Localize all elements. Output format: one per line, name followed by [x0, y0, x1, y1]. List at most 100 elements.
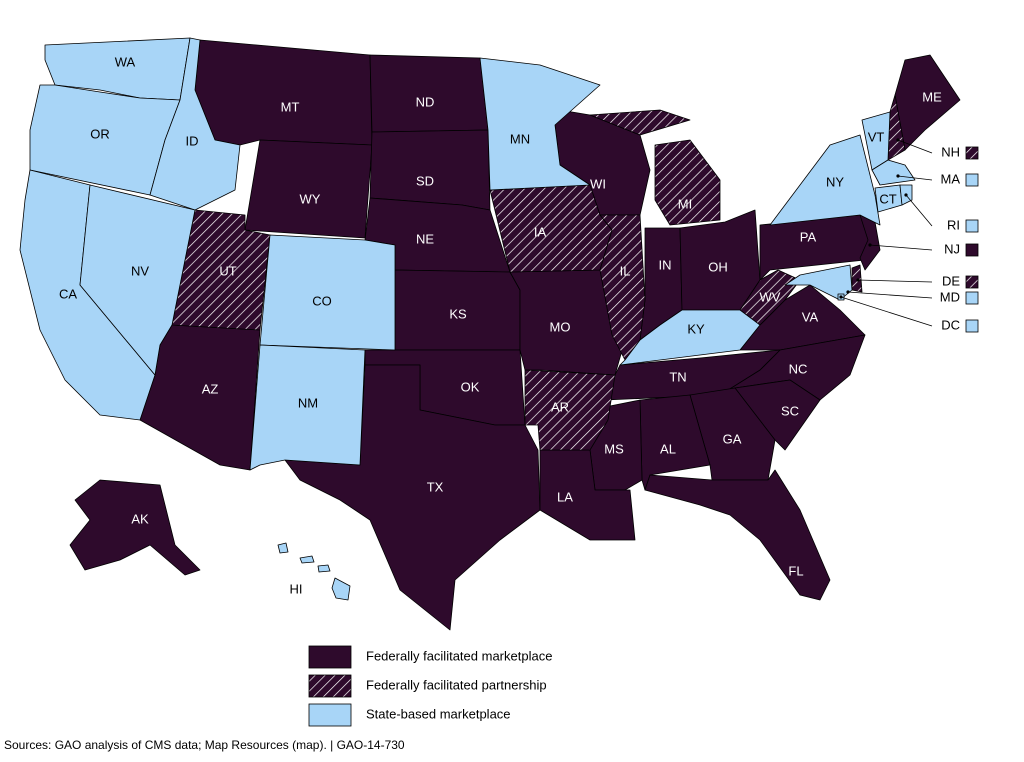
state-label: MA [941, 171, 961, 186]
legend-label: Federally facilitated marketplace [366, 648, 552, 663]
state-label: TN [669, 369, 686, 384]
legend-label: Federally facilitated partnership [366, 677, 547, 692]
state [871, 159, 916, 186]
state [284, 364, 541, 631]
leader-line [847, 291, 933, 299]
state [479, 57, 601, 191]
state-label: VT [868, 129, 885, 144]
state-label: NC [789, 361, 808, 376]
state-label: SC [781, 403, 799, 418]
state [524, 369, 616, 451]
state-swatch [965, 243, 979, 257]
state-label: ME [922, 89, 942, 104]
legend-swatch [308, 703, 352, 727]
state [619, 309, 761, 366]
leader-dot [896, 138, 900, 142]
state [489, 184, 613, 273]
state-label: OK [461, 379, 480, 394]
state-label: KY [687, 321, 705, 336]
leader-dot [904, 193, 908, 197]
state-label: AL [660, 441, 676, 456]
leader-line [869, 244, 933, 251]
state [249, 344, 366, 471]
state-label: MN [510, 131, 530, 146]
leader-line [897, 175, 933, 181]
legend: Federally facilitated marketplace Federal… [308, 645, 552, 727]
state-swatch [965, 275, 979, 289]
state [589, 109, 721, 226]
state-swatch [965, 319, 979, 333]
state-label: MS [604, 441, 624, 456]
state [277, 542, 351, 601]
state-swatch [965, 291, 979, 305]
state-label: NV [131, 263, 149, 278]
state [769, 134, 881, 226]
leader-dot [856, 278, 860, 282]
leader-dot [868, 243, 872, 247]
state-swatch [965, 146, 979, 160]
legend-label: State-based marketplace [366, 706, 511, 721]
leader-line [897, 139, 933, 154]
state [369, 129, 491, 211]
source-note: Sources: GAO analysis of CMS data; Map R… [4, 738, 405, 752]
state-label: VA [802, 309, 819, 324]
state [784, 264, 853, 301]
state-label: RI [947, 217, 960, 232]
state-label: AR [551, 399, 569, 414]
state-label: WA [115, 54, 136, 69]
state [604, 349, 781, 401]
state-label: GA [723, 431, 742, 446]
state-label: IL [620, 263, 631, 278]
state [259, 234, 396, 351]
state-label: ND [416, 94, 435, 109]
state-label: UT [219, 263, 236, 278]
state-label: NM [298, 395, 318, 410]
state-swatch [965, 173, 979, 187]
state-label: CT [879, 191, 896, 206]
state-label: DE [942, 273, 960, 288]
state-label: WI [590, 176, 606, 191]
state [149, 37, 241, 211]
state [244, 139, 373, 239]
leader-line [905, 194, 933, 227]
state-label: OH [708, 259, 728, 274]
state-label: MI [678, 196, 692, 211]
state-label: TX [427, 479, 444, 494]
state-label: NH [941, 144, 960, 159]
state [69, 479, 201, 576]
legend-swatch [308, 645, 352, 669]
state-label: AZ [202, 381, 219, 396]
state-label: ID [186, 133, 199, 148]
state [539, 449, 636, 541]
leader-dot [839, 295, 843, 299]
state-label: CA [59, 286, 77, 301]
state-label: MD [940, 289, 960, 304]
state-label: WV [760, 289, 781, 304]
state [194, 39, 373, 146]
leader-line [857, 279, 933, 283]
state-label: NJ [944, 241, 960, 256]
state [851, 264, 863, 293]
state-label: IA [534, 224, 547, 239]
leader-dot [846, 290, 850, 294]
legend-swatch [308, 674, 352, 698]
state-label: MT [281, 99, 300, 114]
state-label: LA [557, 489, 573, 504]
state-swatch [965, 219, 979, 233]
states [19, 37, 961, 631]
state-label: NE [416, 231, 434, 246]
state-label: MO [550, 319, 571, 334]
state-label: DC [941, 317, 960, 332]
state-label: KS [449, 306, 467, 321]
state-label: FL [788, 563, 803, 578]
labels: MT ND WY SD NE KS AZ OK TX MO WI IN OH PA NJ VA NC SC TN GA… [59, 54, 979, 596]
state-label: HI [290, 581, 303, 596]
state [79, 184, 196, 376]
state-label: SD [416, 173, 434, 188]
state-label: PA [800, 229, 817, 244]
state [644, 469, 831, 601]
leader-line [840, 296, 933, 327]
state-label: CO [312, 293, 332, 308]
leader-dot [896, 174, 900, 178]
